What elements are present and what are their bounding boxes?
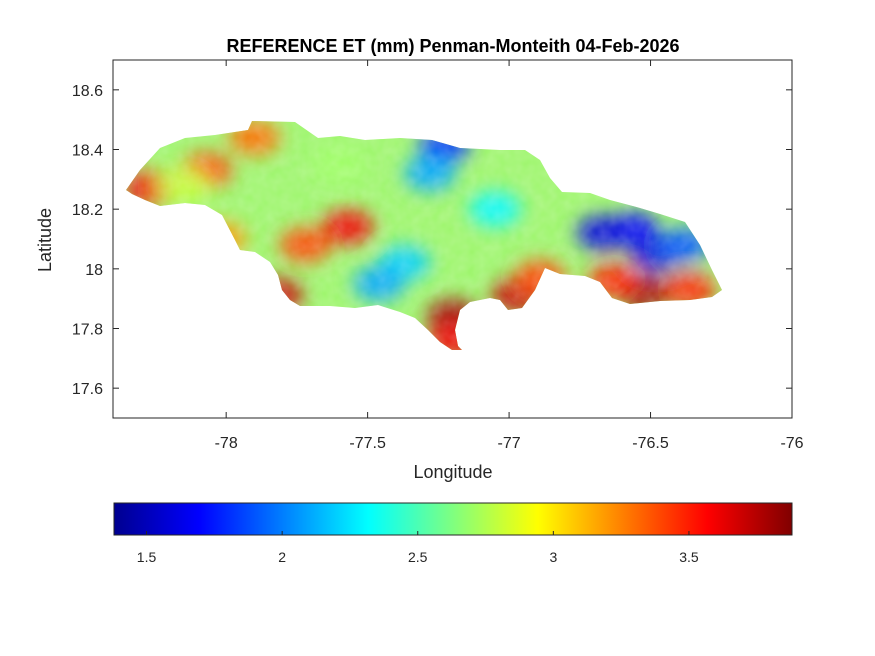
- y-tick-label: 18: [85, 262, 103, 279]
- y-axis-label: Latitude: [35, 208, 55, 272]
- y-tick-label: 18.4: [72, 143, 103, 160]
- colorbar-tick-label: 1.5: [137, 549, 157, 565]
- colorbar-ticks: 1.5 2 2.5 3 3.5: [137, 531, 699, 565]
- x-tick-label: -76: [780, 435, 803, 452]
- x-tick-label: -76.5: [632, 435, 669, 452]
- x-tick-label: -77.5: [349, 435, 386, 452]
- y-tick-label: 17.6: [72, 381, 103, 398]
- x-axis-ticks: -78 -77.5 -77 -76.5 -76: [215, 60, 804, 452]
- colorbar-gradient: [113, 502, 793, 536]
- colorbar-tick-label: 3: [549, 549, 557, 565]
- y-tick-label: 18.2: [72, 202, 103, 219]
- colorbar-tick-label: 2: [278, 549, 286, 565]
- x-axis-label: Longitude: [413, 462, 492, 482]
- y-tick-label: 17.8: [72, 322, 103, 339]
- colorbar-tick-label: 3.5: [679, 549, 699, 565]
- colorbar-tick-label: 2.5: [408, 549, 428, 565]
- chart-title: REFERENCE ET (mm) Penman-Monteith 04-Feb…: [226, 36, 679, 56]
- x-tick-label: -77: [498, 435, 521, 452]
- y-axis-ticks: 17.6 17.8 18 18.2 18.4 18.6: [72, 83, 792, 398]
- y-tick-label: 18.6: [72, 83, 103, 100]
- colorbar: 1.5 2 2.5 3 3.5: [113, 502, 793, 565]
- x-tick-label: -78: [215, 435, 238, 452]
